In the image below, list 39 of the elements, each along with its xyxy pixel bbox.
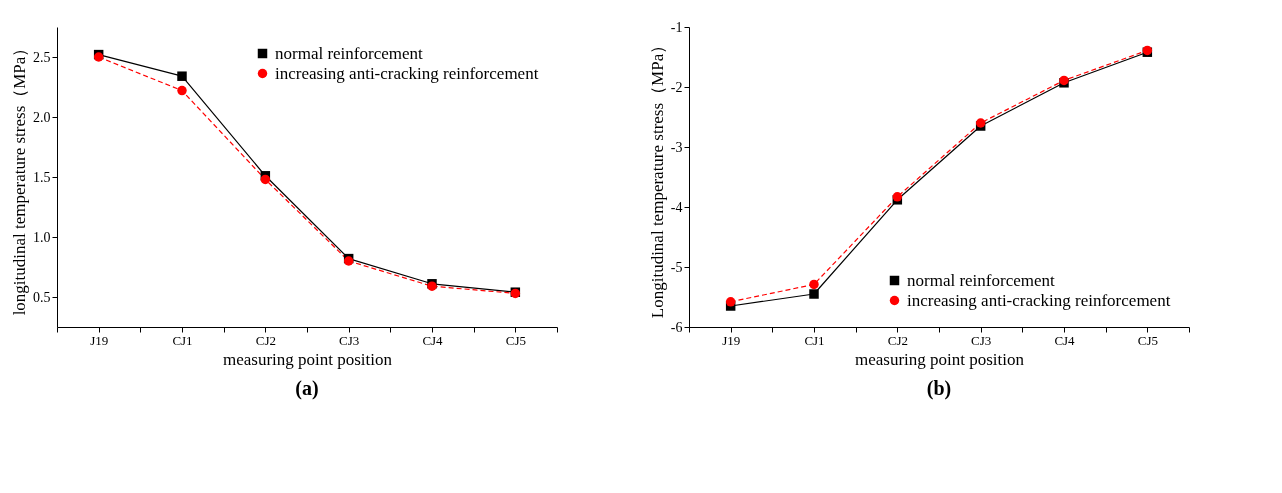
x-tick-label: CJ3 [339, 332, 360, 348]
x-axis-title: measuring point position [222, 349, 393, 369]
point [809, 279, 819, 290]
x-tick-label: CJ1 [804, 332, 825, 348]
y-tick-label: 2.5 [33, 49, 51, 65]
point [177, 85, 187, 96]
x-tick-label: CJ5 [505, 332, 526, 348]
y-tick-label: -2 [670, 79, 683, 95]
y-tick-label: 0.5 [33, 289, 51, 305]
x-tick-label: CJ2 [255, 332, 276, 348]
y-tick-label: -6 [670, 319, 683, 335]
x-tick-label: CJ3 [971, 332, 992, 348]
x-axis-title: measuring point position [854, 349, 1025, 369]
y-axis-title: longitudinal temperature stress（MPa） [10, 39, 29, 316]
x-tick-label: CJ1 [172, 332, 193, 348]
point [260, 174, 271, 185]
legend-label: normal reinforcement [275, 43, 424, 63]
x-tick-label: CJ5 [1137, 332, 1158, 348]
x-tick-label: CJ4 [422, 332, 444, 348]
point [725, 297, 736, 307]
y-axis-title: Longitudinal temperature stress（MPa） [647, 36, 667, 319]
legend-label: increasing anti-cracking reinforcement [275, 63, 539, 83]
legend-label: increasing anti-cracking reinforcement [907, 290, 1171, 310]
legend-label: normal reinforcement [907, 270, 1056, 290]
y-tick-label: 1.0 [33, 229, 51, 245]
x-tick-label: J19 [90, 332, 109, 348]
x-tick-label: J19 [722, 332, 741, 348]
y-tick-label: -4 [670, 199, 683, 215]
y-tick-label: 2.0 [33, 109, 51, 125]
x-tick-label: CJ4 [1054, 332, 1076, 348]
x-tick-label: CJ2 [887, 332, 908, 348]
y-tick-label: -3 [670, 139, 683, 155]
y-tick-label: -1 [670, 19, 683, 35]
point [809, 289, 819, 299]
text: (b) [926, 377, 952, 400]
point [177, 71, 187, 81]
y-tick-label: 1.5 [33, 169, 51, 185]
text: (a) [295, 377, 319, 400]
y-tick-label: -5 [670, 259, 683, 275]
